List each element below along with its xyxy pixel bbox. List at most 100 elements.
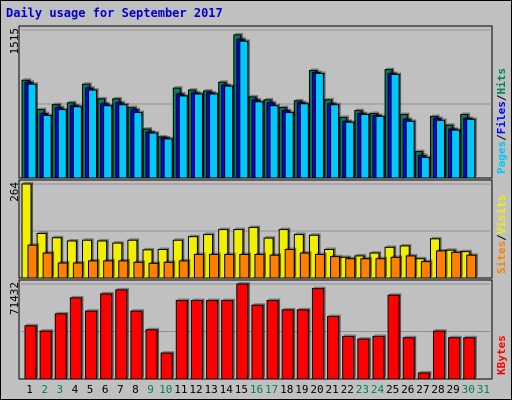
kbytes-bar-kbytes-8 (130, 310, 143, 380)
x-tick-label-23: 23 (356, 383, 369, 396)
hits-files-pages-bar-pages-6-top (103, 103, 114, 106)
kbytes-bar-kbytes-4-top (70, 295, 84, 298)
visits-sites-bar-visits-25-top (385, 245, 397, 248)
hits-files-pages-bar-pages-7-side (126, 102, 129, 178)
hits-files-pages-bar-pages-20-top (315, 71, 326, 74)
visits-sites-bar-visits-1-top (22, 182, 33, 184)
kbytes-bar-kbytes-19 (296, 309, 309, 380)
hits-files-pages-bar-pages-19 (299, 103, 309, 179)
kbytes-bar-kbytes-13-side (217, 298, 220, 379)
hits-files-pages-bar-pages-3-top (58, 107, 69, 110)
kbytes-bar-kbytes-27 (417, 372, 430, 380)
kbytes-bar-kbytes-11-top (176, 298, 190, 301)
kbytes-bar-kbytes-22-side (353, 334, 356, 379)
x-tick-label-3: 3 (57, 383, 64, 396)
kbytes-bar-kbytes-16-side (262, 303, 265, 379)
hits-files-pages-bar-pages-11-top (179, 93, 190, 96)
visits-sites-bar-sites-9 (148, 262, 159, 279)
x-tick-label-8: 8 (132, 383, 139, 396)
visits-sites-bar-sites-3-side (67, 261, 70, 278)
visits-sites-bar-sites-10 (163, 261, 174, 279)
hits-files-pages-bar-pages-20-side (323, 71, 326, 178)
visits-sites-bar-visits-28-top (430, 236, 442, 239)
visits-sites-bar-sites-8-side (142, 260, 145, 278)
kbytes-bar-kbytes-30-side (474, 335, 477, 379)
hits-files-pages-bar-pages-11 (178, 95, 188, 179)
hits-files-pages-bar-pages-5-side (96, 88, 99, 178)
hits-files-pages-bar-files-12-top (191, 91, 201, 94)
visits-sites-bar-sites-3-top (58, 261, 70, 264)
visits-sites-bar-sites-6-top (103, 258, 115, 261)
hits-files-pages-bar-hits-1-top (22, 78, 31, 81)
hits-files-pages-bar-hits-27-top (415, 149, 425, 152)
visits-sites-legend-sites: Sites (495, 241, 508, 274)
visits-sites-bar-sites-21-top (330, 254, 342, 257)
visits-sites-bar-sites-1 (27, 244, 38, 279)
x-tick-label-6: 6 (102, 383, 109, 396)
visits-sites-bar-sites-7 (118, 260, 129, 279)
kbytes-bar-kbytes-21-side (338, 314, 341, 379)
kbytes-bar-kbytes-17-side (278, 298, 281, 379)
visits-sites-bar-sites-13-side (218, 252, 221, 278)
x-tick-label-9: 9 (147, 383, 154, 396)
hits-files-pages-bar-pages-4-top (73, 104, 84, 107)
visits-sites-bar-sites-1-top (28, 243, 39, 246)
visits-sites-bar-sites-15 (239, 254, 250, 279)
kbytes-bar-kbytes-1 (24, 325, 37, 380)
x-tick-label-27: 27 (416, 383, 429, 396)
kbytes-bar-kbytes-1-top (25, 323, 38, 326)
kbytes-bar-kbytes-18 (281, 309, 294, 380)
kbytes-bar-kbytes-4-side (81, 295, 84, 379)
kbytes-bar-kbytes-10-top (161, 351, 175, 354)
visits-sites-bar-visits-11-top (173, 238, 185, 241)
kbytes-bar-kbytes-4 (69, 297, 82, 380)
hits-files-pages-bar-pages-13-side (217, 91, 220, 178)
hits-files-pages-bar-pages-16-side (262, 99, 265, 178)
visits-sites-bar-sites-10-top (164, 260, 176, 263)
visits-sites-bar-sites-18 (284, 249, 295, 279)
kbytes-bar-kbytes-17-top (267, 298, 281, 301)
visits-sites-bar-sites-15-top (239, 252, 251, 255)
visits-sites-bar-sites-11 (178, 260, 189, 279)
hits-files-pages-bar-pages-23-side (368, 112, 371, 178)
x-tick-label-7: 7 (117, 383, 124, 396)
kbytes-bar-kbytes-23-top (357, 337, 371, 340)
hits-files-pages-bar-pages-28 (435, 119, 445, 179)
hits-files-pages-bar-files-13-top (206, 91, 216, 94)
hits-files-pages-bar-pages-12 (193, 93, 203, 179)
hits-files-pages-bar-pages-15 (239, 40, 249, 179)
visits-sites-bar-visits-23-top (354, 253, 366, 256)
visits-sites-bar-visits-10-top (158, 247, 170, 250)
hits-files-pages-bar-pages-25-side (399, 72, 402, 178)
hits-files-pages-bar-hits-17-top (264, 97, 274, 100)
visits-sites-bar-sites-7-top (118, 258, 130, 261)
visits-sites-bar-visits-8-top (127, 238, 139, 241)
hits-files-pages-bar-pages-25 (390, 73, 400, 179)
hits-files-pages-bar-pages-1-top (28, 82, 38, 85)
hits-files-pages-bar-hits-8-top (127, 105, 137, 108)
visits-sites-bar-sites-4 (72, 262, 83, 279)
hits-files-pages-bar-pages-15-side (247, 39, 250, 179)
kbytes-bar-kbytes-26-side (414, 335, 417, 379)
hits-files-pages-bar-pages-29-side (459, 128, 462, 178)
hits-files-pages-legend: Pages/Files/Hits (495, 68, 508, 174)
visits-sites-bar-sites-1-side (37, 243, 39, 278)
visits-sites-bar-sites-29-side (460, 250, 463, 278)
hits-files-pages-bar-pages-15-top (239, 39, 250, 42)
x-tick-label-21: 21 (326, 383, 339, 396)
visits-sites-bar-sites-6 (103, 260, 114, 279)
hits-files-pages-bar-pages-13-top (209, 91, 220, 94)
hits-files-pages-bar-hits-2-top (37, 107, 47, 110)
hits-files-pages-legend-files: Files (495, 101, 508, 134)
kbytes-bar-kbytes-19-top (297, 307, 311, 310)
hits-files-pages-bar-pages-6 (103, 105, 113, 179)
visits-sites-bar-visits-24-top (369, 251, 381, 254)
visits-sites-bar-visits-5-top (82, 238, 94, 241)
kbytes-legend-kbytes: KBytes (495, 335, 508, 375)
kbytes-bar-kbytes-10-side (172, 351, 175, 379)
visits-sites-bar-sites-6-side (112, 258, 115, 278)
hits-files-pages-bar-pages-7 (118, 104, 128, 179)
visits-sites-bar-sites-30-top (466, 253, 478, 256)
visits-sites-bar-sites-17-top (270, 253, 282, 256)
hits-files-pages-bar-files-18-top (282, 108, 292, 111)
